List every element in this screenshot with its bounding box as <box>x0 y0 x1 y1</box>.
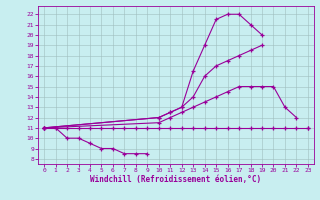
X-axis label: Windchill (Refroidissement éolien,°C): Windchill (Refroidissement éolien,°C) <box>91 175 261 184</box>
